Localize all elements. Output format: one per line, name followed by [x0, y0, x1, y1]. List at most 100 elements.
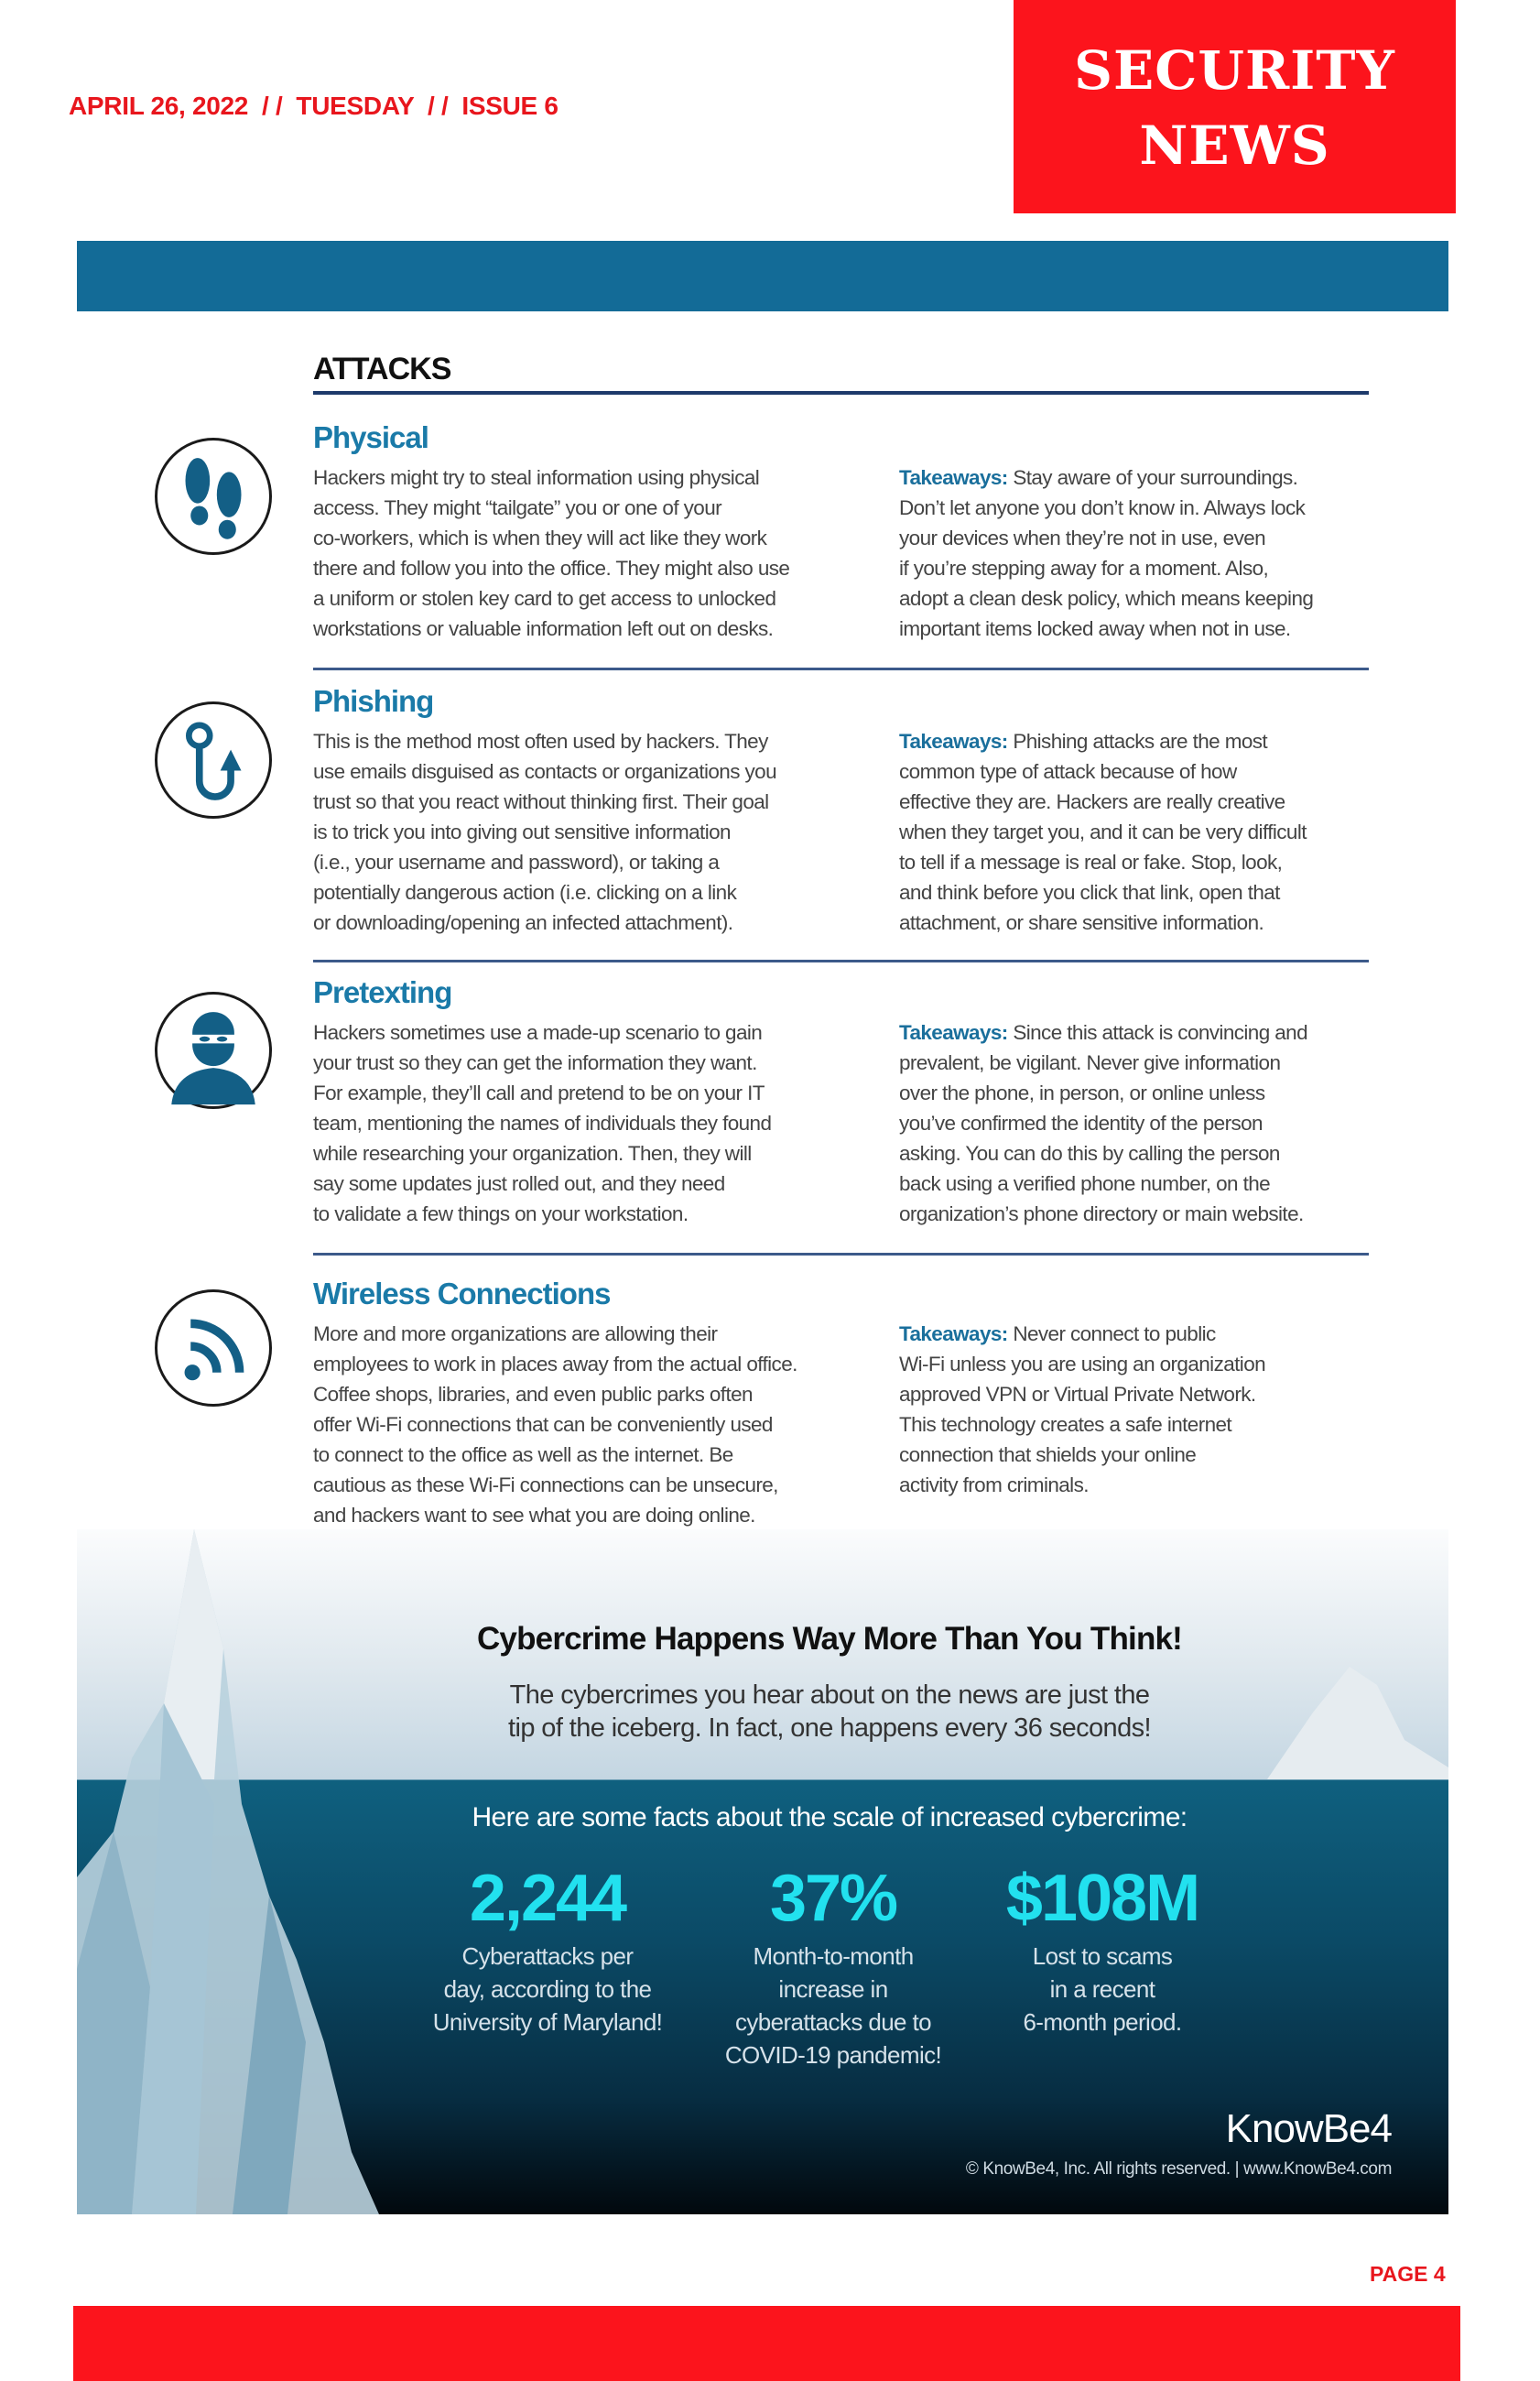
body-line: Hackers sometimes use a made-up scenario…: [313, 1021, 763, 1044]
takeaway-line: when they target you, and it can be very…: [899, 817, 1307, 847]
stat-block: $108M Lost to scams in a recent 6-month pe…: [956, 1857, 1249, 2039]
section-body: More and more organizations are allowing…: [313, 1319, 797, 1530]
takeaway-line: over the phone, in person, or online unl…: [899, 1078, 1307, 1108]
stat-desc-line: Cyberattacks per: [461, 1942, 634, 1970]
stat-desc-line: COVID-19 pandemic!: [724, 2041, 942, 2069]
takeaway-text: asking. You can do this by calling the p…: [899, 1142, 1280, 1165]
takeaways-label: Takeaways:: [899, 466, 1008, 489]
section-divider: [313, 1253, 1369, 1256]
takeaway-line: Takeaways: Stay aware of your surroundin…: [899, 462, 1313, 493]
takeaway-line: if you’re stepping away for a moment. Al…: [899, 553, 1313, 583]
masthead-line: SECURITY: [1074, 39, 1395, 102]
takeaway-line: back using a verified phone number, on t…: [899, 1169, 1307, 1199]
takeaway-text: effective they are. Hackers are really c…: [899, 790, 1285, 813]
body-line: workstations or valuable information lef…: [313, 617, 774, 640]
body-line: to connect to the office as well as the …: [313, 1443, 733, 1466]
takeaway-text: if you’re stepping away for a moment. Al…: [899, 557, 1269, 580]
body-line: your trust so they can get the informati…: [313, 1051, 757, 1074]
body-line: cautious as these Wi-Fi connections can …: [313, 1473, 778, 1496]
body-line: access. They might “tailgate” you or one…: [313, 496, 722, 519]
body-line: This is the method most often used by ha…: [313, 730, 768, 753]
takeaway-text: connection that shields your online: [899, 1443, 1197, 1466]
stat-desc-line: 6-month period.: [1023, 2008, 1182, 2036]
takeaway-line: you’ve confirmed the identity of the per…: [899, 1108, 1307, 1138]
takeaway-line: common type of attack because of how: [899, 756, 1307, 787]
stat-block: 2,244 Cyberattacks per day, according to …: [401, 1857, 694, 2039]
body-line: team, mentioning the names of individual…: [313, 1112, 772, 1135]
facts-heading: Here are some facts about the scale of i…: [472, 1802, 1188, 1832]
body-line: (i.e., your username and password), or t…: [313, 851, 720, 874]
takeaway-text: This technology creates a safe internet: [899, 1413, 1232, 1436]
body-line: More and more organizations are allowing…: [313, 1322, 718, 1345]
section-takeaways: Takeaways: Never connect to public Wi-Fi …: [899, 1319, 1266, 1500]
stat-block: 37% Month-to-month increase in cyberattack…: [687, 1857, 980, 2071]
section-body: Hackers sometimes use a made-up scenario…: [313, 1017, 772, 1229]
takeaway-text: approved VPN or Virtual Private Network.: [899, 1383, 1256, 1406]
takeaway-line: Takeaways: Since this attack is convinci…: [899, 1017, 1308, 1048]
stat-desc-line: in a recent: [1049, 1975, 1155, 2003]
section-body: Hackers might try to steal information u…: [313, 462, 790, 644]
body-line: For example, they’ll call and pretend to…: [313, 1082, 765, 1104]
footprints-icon: [155, 438, 272, 555]
takeaway-text: your devices when they’re not in use, ev…: [899, 527, 1266, 549]
masthead-line: NEWS: [1139, 114, 1330, 177]
body-line: is to trick you into giving out sensitiv…: [313, 821, 732, 843]
stat-value: 37%: [769, 1862, 898, 1935]
takeaway-line: your devices when they’re not in use, ev…: [899, 523, 1313, 553]
takeaway-text: common type of attack because of how: [899, 760, 1237, 783]
section-heading: Phishing: [313, 684, 434, 718]
masked-hacker-icon: [155, 992, 272, 1109]
takeaways-label: Takeaways:: [899, 1021, 1008, 1044]
stat-desc-line: Lost to scams: [1032, 1942, 1173, 1970]
subtitle-line: The cybercrimes you hear about on the ne…: [509, 1680, 1150, 1710]
body-line: and hackers want to see what you are doi…: [313, 1504, 755, 1527]
section-heading: Physical: [313, 420, 429, 454]
takeaway-text: when they target you, and it can be very…: [899, 821, 1307, 843]
header-banner: [77, 241, 1448, 311]
takeaway-line: Don’t let anyone you don’t know in. Alwa…: [899, 493, 1313, 523]
section-body: This is the method most often used by ha…: [313, 726, 777, 938]
fishing-hook-icon: [155, 701, 272, 819]
takeaway-line: adopt a clean desk policy, which means k…: [899, 583, 1314, 614]
copyright-text: © KnowBe4, Inc. All rights reserved. | w…: [965, 2159, 1393, 2179]
section-heading: Wireless Connections: [313, 1277, 611, 1310]
body-line: offer Wi-Fi connections that can be conv…: [313, 1413, 773, 1436]
takeaway-line: Takeaways: Phishing attacks are the most: [899, 726, 1307, 756]
title-divider: [313, 391, 1369, 395]
stat-desc-line: Month-to-month: [753, 1942, 914, 1970]
takeaway-line: This technology creates a safe internet: [899, 1409, 1265, 1440]
subtitle-line: tip of the iceberg. In fact, one happens…: [508, 1713, 1152, 1743]
body-line: while researching your organization. The…: [313, 1142, 752, 1165]
body-line: potentially dangerous action (i.e. click…: [313, 881, 737, 904]
knowbe4-logo: KnowBe4: [1225, 2106, 1393, 2151]
takeaway-text: adopt a clean desk policy, which means k…: [899, 587, 1314, 610]
wifi-signal-icon: [155, 1289, 272, 1407]
takeaway-line: Takeaways: Never connect to public: [899, 1319, 1265, 1349]
takeaway-text: important items locked away when not in …: [899, 617, 1291, 640]
takeaway-line: prevalent, be vigilant. Never give infor…: [899, 1048, 1307, 1078]
takeaway-text: you’ve confirmed the identity of the per…: [899, 1112, 1263, 1135]
section-takeaways: Takeaways: Phishing attacks are the most…: [899, 726, 1307, 938]
takeaway-line: asking. You can do this by calling the p…: [899, 1138, 1307, 1169]
takeaway-text: to tell if a message is real or fake. St…: [899, 851, 1283, 874]
takeaway-text: Don’t let anyone you don’t know in. Alwa…: [899, 496, 1306, 519]
takeaway-line: organization’s phone directory or main w…: [899, 1199, 1307, 1229]
takeaway-text: Wi-Fi unless you are using an organizati…: [899, 1353, 1266, 1375]
takeaway-line: activity from criminals.: [899, 1470, 1265, 1500]
body-line: Hackers might try to steal information u…: [313, 466, 760, 489]
stat-description: Month-to-month increase in cyberattacks du…: [687, 1940, 980, 2071]
takeaway-text: Never connect to public: [1007, 1322, 1216, 1345]
takeaway-line: important items locked away when not in …: [899, 614, 1313, 644]
takeaway-text: Phishing attacks are the most: [1007, 730, 1268, 753]
takeaways-label: Takeaways:: [899, 1322, 1008, 1345]
takeaway-text: attachment, or share sensitive informati…: [899, 911, 1264, 934]
takeaway-text: prevalent, be vigilant. Never give infor…: [899, 1051, 1281, 1074]
takeaway-line: and think before you click that link, op…: [899, 877, 1307, 908]
issue-dateline: APRIL 26, 2022 / / TUESDAY / / ISSUE 6: [69, 92, 559, 120]
body-line: co-workers, which is when they will act …: [313, 527, 767, 549]
stat-description: Lost to scams in a recent 6-month period.: [956, 1940, 1249, 2039]
stat-description: Cyberattacks per day, according to the Uni…: [401, 1940, 694, 2039]
takeaway-line: effective they are. Hackers are really c…: [899, 787, 1307, 817]
body-line: trust so that you react without thinking…: [313, 790, 769, 813]
stat-desc-line: cyberattacks due to: [734, 2008, 932, 2036]
